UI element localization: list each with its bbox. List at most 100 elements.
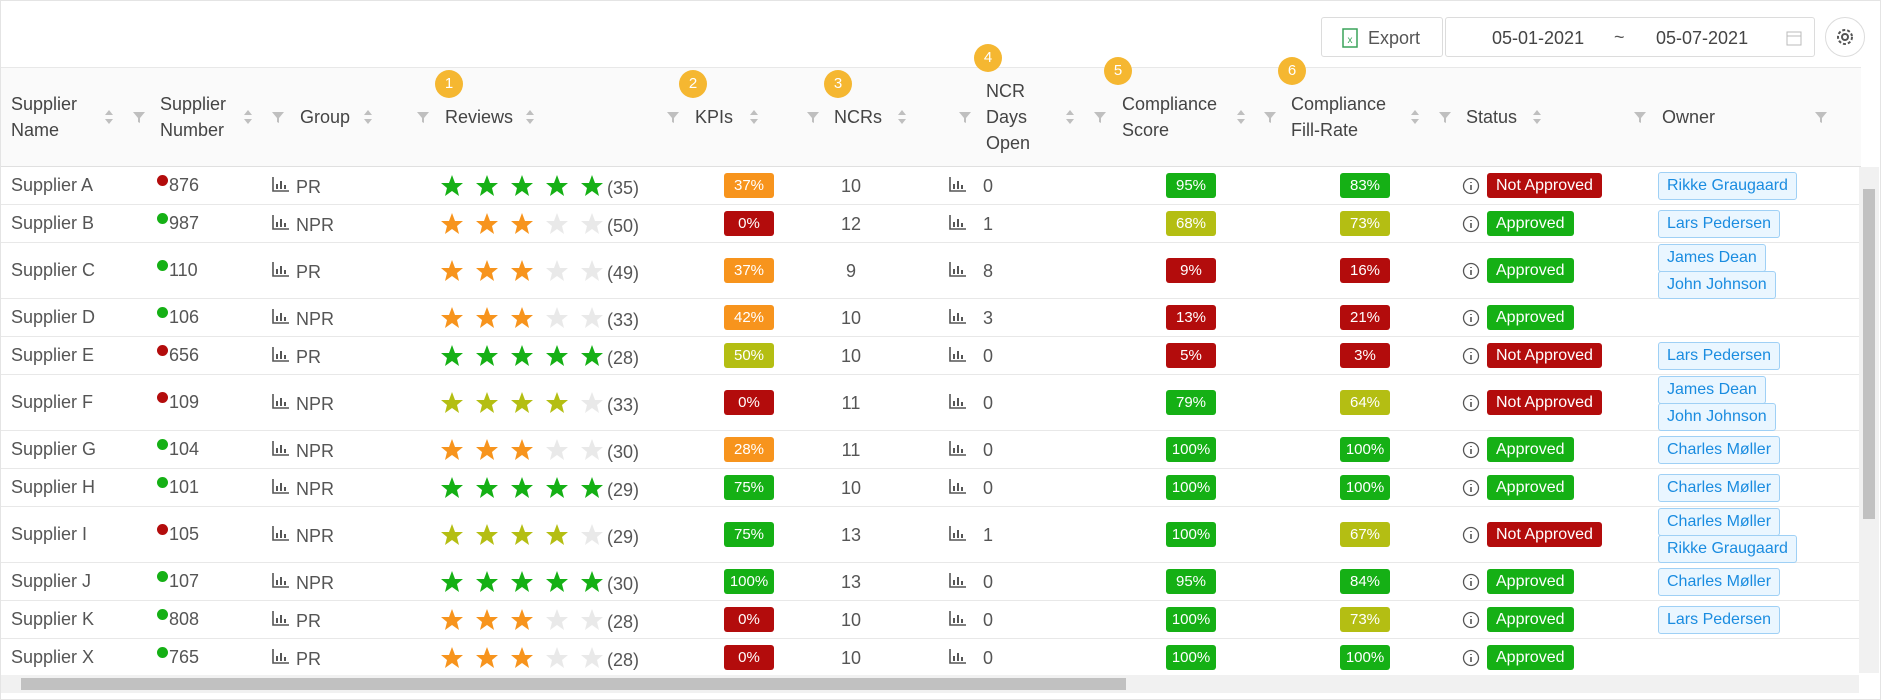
owner-tag[interactable]: James Dean <box>1658 376 1766 404</box>
owner-tag[interactable]: John Johnson <box>1658 403 1776 431</box>
info-icon[interactable] <box>1462 611 1480 629</box>
chart-icon[interactable] <box>949 610 967 626</box>
date-range-picker[interactable]: 05-01-2021 ~ 05-07-2021 <box>1445 17 1815 57</box>
owner-tag[interactable]: Rikke Graugaard <box>1658 172 1797 200</box>
filter-icon[interactable] <box>1093 110 1107 124</box>
filter-icon[interactable] <box>1263 110 1277 124</box>
compliance-score-badge: 79% <box>1166 390 1216 415</box>
sort-icon[interactable] <box>104 109 114 125</box>
chart-icon[interactable] <box>272 346 290 362</box>
star <box>441 392 463 413</box>
ncr-days-open: 0 <box>983 572 994 592</box>
owner-tag[interactable]: James Dean <box>1658 244 1766 272</box>
info-icon[interactable] <box>1462 394 1480 412</box>
vertical-scroll-thumb[interactable] <box>1863 189 1875 519</box>
chart-icon[interactable] <box>949 525 967 541</box>
export-button[interactable]: x Export <box>1321 17 1443 57</box>
info-icon[interactable] <box>1462 309 1480 327</box>
owner-tag[interactable]: Rikke Graugaard <box>1658 535 1797 563</box>
ncr-count: 10 <box>840 346 862 366</box>
status-dot <box>157 609 168 620</box>
star <box>511 439 533 460</box>
supplier-number: 765 <box>169 647 200 667</box>
owner-tag[interactable]: Charles Møller <box>1658 508 1781 536</box>
info-icon[interactable] <box>1462 347 1480 365</box>
filter-icon[interactable] <box>416 110 430 124</box>
settings-button[interactable] <box>1825 17 1865 57</box>
filter-icon[interactable] <box>1633 110 1647 124</box>
chart-icon[interactable] <box>272 261 290 277</box>
sort-icon[interactable] <box>525 109 535 125</box>
chart-icon[interactable] <box>272 308 290 324</box>
info-icon[interactable] <box>1462 441 1480 459</box>
supplier-name: Supplier A <box>11 175 94 195</box>
owner-tag[interactable]: Lars Pedersen <box>1658 606 1781 634</box>
owner-tag[interactable]: Lars Pedersen <box>1658 210 1781 238</box>
chart-icon[interactable] <box>949 572 967 588</box>
star <box>511 647 533 668</box>
owner-tag[interactable]: Charles Møller <box>1658 474 1781 502</box>
filter-icon[interactable] <box>666 110 680 124</box>
sort-icon[interactable] <box>243 109 253 125</box>
star <box>476 307 498 328</box>
filter-icon[interactable] <box>271 110 285 124</box>
horizontal-scroll-thumb[interactable] <box>21 678 1126 690</box>
filter-icon[interactable] <box>958 110 972 124</box>
chart-icon[interactable] <box>272 176 290 192</box>
sort-icon[interactable] <box>897 109 907 125</box>
kpi-badge: 0% <box>724 390 774 415</box>
chart-icon[interactable] <box>272 393 290 409</box>
filter-icon[interactable] <box>1814 110 1828 124</box>
sort-icon[interactable] <box>1410 109 1420 125</box>
sort-icon[interactable] <box>749 109 759 125</box>
chart-icon[interactable] <box>949 440 967 456</box>
owner-tag[interactable]: Charles Møller <box>1658 568 1781 596</box>
chart-icon[interactable] <box>949 214 967 230</box>
status-badge: Approved <box>1487 211 1574 236</box>
chart-icon[interactable] <box>949 308 967 324</box>
chart-icon[interactable] <box>949 176 967 192</box>
owner-tag[interactable]: Charles Møller <box>1658 436 1781 464</box>
review-count: (49) <box>607 263 640 283</box>
info-icon[interactable] <box>1462 177 1480 195</box>
filter-icon[interactable] <box>132 110 146 124</box>
star <box>511 175 533 196</box>
sort-icon[interactable] <box>1065 109 1075 125</box>
chart-icon[interactable] <box>949 478 967 494</box>
chart-icon[interactable] <box>272 648 290 664</box>
sort-icon[interactable] <box>363 109 373 125</box>
chart-icon[interactable] <box>272 525 290 541</box>
fill-rate-badge: 83% <box>1340 173 1390 198</box>
info-icon[interactable] <box>1462 215 1480 233</box>
chart-icon[interactable] <box>272 610 290 626</box>
vertical-scrollbar[interactable] <box>1859 167 1879 673</box>
star <box>581 609 603 630</box>
column-header: Days <box>986 107 1028 127</box>
ncr-count: 10 <box>840 308 862 328</box>
info-icon[interactable] <box>1462 262 1480 280</box>
info-icon[interactable] <box>1462 526 1480 544</box>
chart-icon[interactable] <box>272 478 290 494</box>
owner-tag[interactable]: Lars Pedersen <box>1658 342 1781 370</box>
sort-icon[interactable] <box>1532 109 1542 125</box>
horizontal-scrollbar[interactable] <box>1 675 1859 693</box>
info-icon[interactable] <box>1462 649 1480 667</box>
chart-icon[interactable] <box>949 261 967 277</box>
info-icon[interactable] <box>1462 573 1480 591</box>
chart-icon[interactable] <box>949 393 967 409</box>
star <box>441 647 463 668</box>
chart-icon[interactable] <box>272 440 290 456</box>
owner-tag[interactable]: John Johnson <box>1658 271 1776 299</box>
sort-icon[interactable] <box>1236 109 1246 125</box>
rating-stars <box>441 439 603 460</box>
chart-icon[interactable] <box>272 572 290 588</box>
chart-icon[interactable] <box>949 346 967 362</box>
chart-icon[interactable] <box>949 648 967 664</box>
info-icon[interactable] <box>1462 479 1480 497</box>
chart-icon[interactable] <box>272 214 290 230</box>
kpi-badge: 37% <box>724 173 774 198</box>
filter-icon[interactable] <box>806 110 820 124</box>
filter-icon[interactable] <box>1438 110 1452 124</box>
ncr-count: 12 <box>840 214 862 234</box>
column-header: Supplier <box>160 94 227 114</box>
